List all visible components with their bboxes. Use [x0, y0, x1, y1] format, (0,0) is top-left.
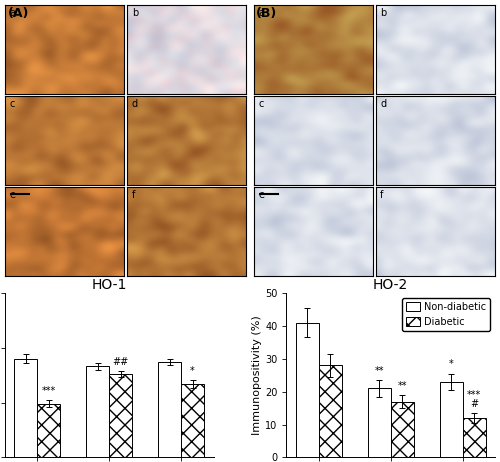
Text: b: b: [380, 8, 386, 18]
Bar: [319, 365, 342, 457]
Text: a: a: [258, 8, 264, 18]
Bar: [158, 362, 181, 457]
Title: HO-1: HO-1: [92, 278, 127, 292]
Text: *: *: [448, 359, 454, 370]
Title: HO-2: HO-2: [373, 278, 408, 292]
Legend: Non-diabetic, Diabetic: Non-diabetic, Diabetic: [402, 298, 490, 331]
Bar: [462, 418, 485, 457]
Bar: [181, 384, 204, 457]
Text: (B): (B): [256, 7, 278, 20]
Text: **: **: [374, 366, 384, 376]
Bar: [14, 359, 38, 457]
Text: a: a: [10, 8, 16, 18]
Text: *: *: [190, 365, 195, 376]
Text: **: **: [398, 381, 407, 391]
Bar: [110, 374, 132, 457]
Bar: [38, 404, 60, 457]
Bar: [368, 389, 390, 457]
Text: ##: ##: [112, 357, 129, 367]
Text: e: e: [258, 190, 264, 200]
Text: (A): (A): [8, 7, 29, 20]
Text: ***: ***: [42, 386, 56, 396]
Text: c: c: [10, 99, 15, 109]
Bar: [296, 322, 319, 457]
Y-axis label: Immunopositivity (%): Immunopositivity (%): [252, 316, 262, 435]
Bar: [440, 382, 462, 457]
Text: c: c: [258, 99, 264, 109]
Text: e: e: [10, 190, 16, 200]
Text: b: b: [132, 8, 138, 18]
Bar: [86, 366, 110, 457]
Text: f: f: [132, 190, 135, 200]
Bar: [390, 401, 413, 457]
Text: ***
#: *** #: [467, 390, 481, 409]
Text: d: d: [380, 99, 386, 109]
Text: d: d: [132, 99, 138, 109]
Text: f: f: [380, 190, 384, 200]
